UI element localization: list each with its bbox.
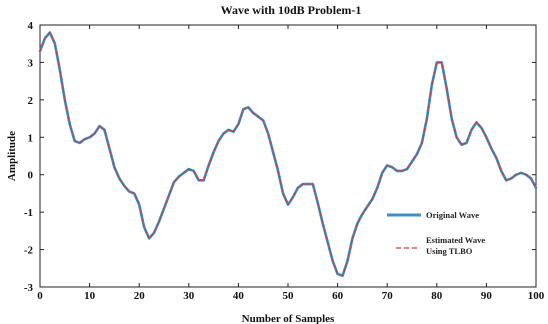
y-tick-label: 3 [28,57,34,69]
x-axis-label: Number of Samples [242,313,335,324]
y-axis: -3 -2 -1 0 1 2 3 4 [24,20,536,294]
x-tick-label: 0 [37,290,43,302]
legend-label-line: Estimated Wave [426,235,485,245]
legend-label-line: Using TLBO [426,246,473,256]
x-tick-label: 30 [183,290,195,302]
x-tick-label: 100 [528,290,545,302]
x-tick-label: 70 [382,290,394,302]
y-tick-label: 0 [28,170,34,182]
y-tick-label: 2 [28,95,34,107]
x-tick-label: 60 [332,290,344,302]
x-tick-label: 90 [481,290,493,302]
plot-area [39,24,537,288]
x-tick-label: 80 [431,290,443,302]
series-line-estimated-wave [39,31,537,277]
legend: Original Wave Estimated Wave Using TLBO [387,210,485,256]
y-tick-label: -3 [24,282,34,294]
chart-title: Wave with 10dB Problem-1 [221,3,362,17]
x-tick-label: 20 [134,290,146,302]
y-tick-label: -1 [24,207,33,219]
y-tick-label: 4 [28,20,34,32]
legend-label-estimated-wave: Estimated Wave Using TLBO [426,235,485,256]
legend-label-line: Original Wave [426,210,479,220]
series-layer [38,31,538,278]
y-tick-label: 1 [28,132,34,144]
x-tick-label: 10 [84,290,96,302]
y-tick-label: -2 [24,245,34,257]
x-tick-label: 40 [233,290,245,302]
x-tick-label: 50 [283,290,295,302]
y-axis-label: Amplitude [6,131,18,181]
x-axis: 0 10 20 30 40 50 60 70 80 90 100 [37,25,545,302]
legend-label-original-wave: Original Wave [426,210,479,220]
